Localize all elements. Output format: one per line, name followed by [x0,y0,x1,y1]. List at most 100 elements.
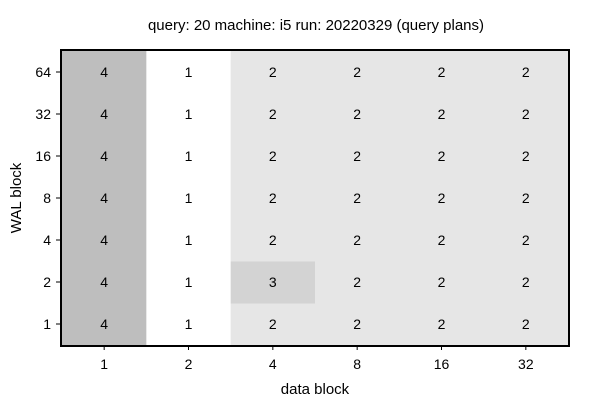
x-axis-label: data block [281,381,350,398]
heatmap-cell [483,219,569,262]
heatmap-cell [62,219,147,262]
x-tick-label: 2 [185,356,193,372]
heatmap-cell [146,303,232,346]
y-tick-label: 32 [35,106,51,122]
heatmap-cell [399,135,485,178]
heatmap-cell [230,261,316,304]
heatmap-cell [399,261,485,304]
x-tick-label: 32 [518,356,534,372]
y-tick-label: 1 [43,316,51,332]
heatmap-cell [483,135,569,178]
heatmap-cell [230,219,316,262]
heatmap-cell [146,135,232,178]
cell-value-label: 2 [269,148,277,164]
cell-value-label: 4 [100,148,108,164]
heatmap-cell [62,261,147,304]
y-axis-ticks: 1 2 4 8 16 32 64 [35,64,61,332]
heatmap-cell [483,177,569,220]
cell-value-label: 2 [269,106,277,122]
cell-value-label: 1 [185,106,193,122]
heatmap-cell [315,261,400,304]
cell-value-label: 4 [100,64,108,80]
heatmap-cell [62,177,147,220]
cell-value-label: 1 [185,148,193,164]
cell-value-label: 2 [353,274,361,290]
cell-value-label: 2 [438,274,446,290]
heatmap-cell [62,51,147,94]
cell-value-label: 2 [269,64,277,80]
heatmap-cell [399,177,485,220]
cell-value-label: 1 [185,64,193,80]
heatmap-cells: 4 1 2 2 2 2 4 1 3 2 2 2 4 1 2 2 2 2 4 1 2 2 2 2 4 1 2 2 2 2 4 1 2 2 2 2 4 1 2 2… [62,51,569,346]
cell-value-label: 2 [353,316,361,332]
heatmap-cell [146,219,232,262]
heatmap-cell [230,51,316,94]
x-tick-label: 1 [100,356,108,372]
cell-value-label: 2 [438,232,446,248]
heatmap-cell [483,93,569,136]
cell-value-label: 2 [522,190,530,206]
y-tick-label: 8 [43,190,51,206]
cell-value-label: 1 [185,232,193,248]
x-tick-label: 16 [434,356,450,372]
x-axis-ticks: 1 2 4 8 16 32 [100,345,534,372]
heatmap-cell [483,303,569,346]
cell-value-label: 2 [522,64,530,80]
y-tick-label: 2 [43,274,51,290]
cell-value-label: 2 [269,190,277,206]
heatmap-cell [146,261,232,304]
y-tick-label: 16 [35,148,51,164]
heatmap-cell [230,93,316,136]
cell-value-label: 2 [269,232,277,248]
heatmap-cell [399,93,485,136]
cell-value-label: 2 [522,316,530,332]
cell-value-label: 2 [438,106,446,122]
heatmap-cell [230,135,316,178]
cell-value-label: 1 [185,316,193,332]
cell-value-label: 2 [438,148,446,164]
chart-title: query: 20 machine: i5 run: 20220329 (que… [148,17,484,34]
heatmap-cell [146,51,232,94]
y-tick-label: 4 [43,232,51,248]
heatmap-cell [146,177,232,220]
cell-value-label: 1 [185,274,193,290]
heatmap-cell [399,219,485,262]
cell-value-label: 2 [353,64,361,80]
heatmap-cell [483,261,569,304]
x-tick-label: 8 [353,356,361,372]
cell-value-label: 2 [438,316,446,332]
cell-value-label: 2 [353,148,361,164]
heatmap-cell [230,177,316,220]
heatmap-cell [315,303,400,346]
cell-value-label: 2 [438,190,446,206]
heatmap-cell [399,303,485,346]
cell-value-label: 4 [100,190,108,206]
heatmap-cell [399,51,485,94]
cell-value-label: 2 [522,106,530,122]
cell-value-label: 1 [185,190,193,206]
cell-value-label: 2 [353,106,361,122]
cell-value-label: 2 [438,64,446,80]
cell-value-label: 2 [269,316,277,332]
heatmap-cell [315,135,400,178]
y-axis-label: WAL block [8,162,25,233]
heatmap-cell [62,303,147,346]
cell-value-label: 4 [100,232,108,248]
cell-value-label: 4 [100,316,108,332]
cell-value-label: 2 [353,190,361,206]
heatmap-cell [230,303,316,346]
cell-value-label: 2 [522,232,530,248]
heatmap-cell [315,51,400,94]
heatmap-cell [315,93,400,136]
cell-value-label: 2 [522,148,530,164]
y-tick-label: 64 [35,64,51,80]
x-tick-label: 4 [269,356,277,372]
cell-value-label: 2 [522,274,530,290]
heatmap-cell [146,93,232,136]
cell-value-label: 4 [100,274,108,290]
cell-value-label: 3 [269,274,277,290]
heatmap-cell [315,177,400,220]
heatmap-cell [315,219,400,262]
